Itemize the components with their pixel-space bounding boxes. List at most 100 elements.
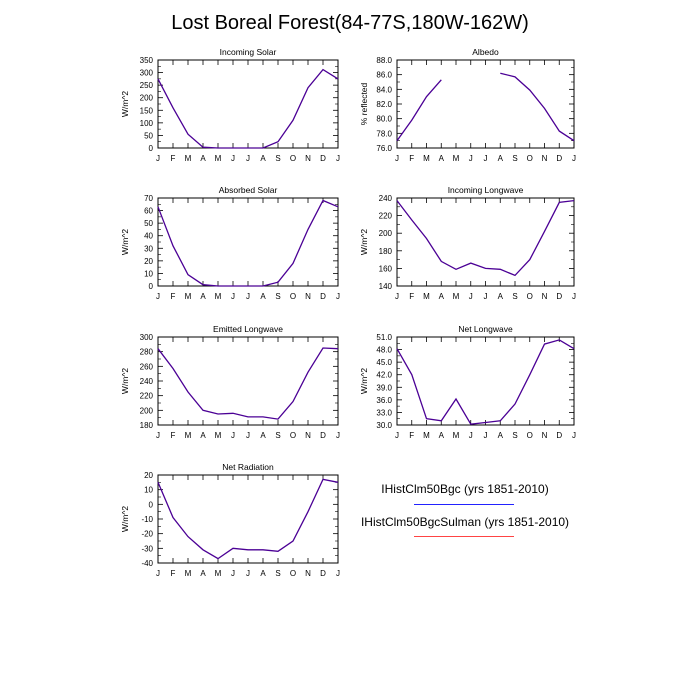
x-tick-label: M [185,431,192,440]
x-tick-label: J [156,292,160,301]
x-tick-label: F [171,431,176,440]
y-tick-label: 10 [144,269,153,278]
y-tick-label: 42.0 [376,371,392,380]
x-tick-label: D [320,154,326,163]
x-tick-label: J [572,431,576,440]
y-tick-label: 20 [144,471,153,480]
y-axis-label: % reflected [359,82,369,125]
x-tick-label: F [409,292,414,301]
x-tick-label: M [185,292,192,301]
x-tick-label: F [171,569,176,578]
y-axis-label: W/m^2 [120,368,130,394]
y-tick-label: -10 [141,515,153,524]
y-tick-label: 0 [149,144,154,153]
x-tick-label: O [290,569,296,578]
x-tick-label: A [200,431,206,440]
x-tick-label: F [171,292,176,301]
x-tick-label: S [275,569,280,578]
legend-label-2: IHistClm50BgcSulman (yrs 1851-2010) [360,515,570,529]
x-tick-label: M [215,154,222,163]
panel-title: Absorbed Solar [219,185,278,195]
x-tick-label: S [512,154,517,163]
x-tick-label: M [453,292,460,301]
y-tick-label: 140 [379,282,393,291]
x-tick-label: A [498,431,504,440]
x-tick-label: A [498,154,504,163]
plot-frame [157,197,339,287]
y-tick-label: 0 [149,282,154,291]
x-tick-label: J [156,431,160,440]
plot-frame [396,59,575,149]
panel-title: Net Radiation [222,462,274,472]
y-tick-label: 180 [379,247,393,256]
x-tick-label: M [423,431,430,440]
y-tick-label: -30 [141,544,153,553]
series-line [396,79,442,142]
series-line [500,72,575,142]
y-tick-label: 300 [140,69,154,78]
y-tick-label: 50 [144,131,153,140]
x-tick-label: J [469,431,473,440]
x-tick-label: N [305,569,311,578]
x-tick-label: A [200,154,206,163]
x-tick-label: J [246,431,250,440]
x-tick-label: J [469,154,473,163]
x-tick-label: O [290,431,296,440]
series-line [157,347,339,420]
x-tick-label: J [336,431,340,440]
y-tick-label: -40 [141,559,153,568]
x-tick-label: J [231,569,235,578]
x-tick-label: D [556,431,562,440]
y-tick-label: 200 [140,94,154,103]
x-tick-label: S [275,154,280,163]
x-tick-label: J [231,431,235,440]
y-tick-label: 160 [379,264,393,273]
x-tick-label: J [336,292,340,301]
x-tick-label: N [542,431,548,440]
x-tick-label: J [246,292,250,301]
x-tick-label: O [527,292,533,301]
series-line [396,339,575,425]
x-tick-label: M [423,292,430,301]
x-tick-label: D [320,569,326,578]
x-tick-label: J [246,154,250,163]
x-tick-label: M [185,154,192,163]
y-tick-label: 84.0 [376,85,392,94]
x-tick-label: S [275,431,280,440]
y-axis-label: W/m^2 [359,229,369,255]
x-tick-label: M [423,154,430,163]
x-tick-label: N [305,431,311,440]
x-tick-label: J [484,431,488,440]
x-tick-label: A [260,154,266,163]
legend-line-1 [414,504,514,505]
y-tick-label: 33.0 [376,408,392,417]
plot-frame [157,59,339,149]
x-tick-label: J [395,292,399,301]
y-axis-label: W/m^2 [120,229,130,255]
y-tick-label: 150 [140,106,154,115]
plot-frame [157,336,339,426]
x-tick-label: M [453,431,460,440]
y-tick-label: 80.0 [376,115,392,124]
y-tick-label: 60 [144,207,153,216]
x-tick-label: S [275,292,280,301]
y-tick-label: 40 [144,232,153,241]
y-tick-label: 76.0 [376,144,392,153]
x-tick-label: J [395,431,399,440]
x-tick-label: S [512,292,517,301]
y-tick-label: 51.0 [376,333,392,342]
x-tick-label: J [336,154,340,163]
panel-title: Emitted Longwave [213,324,283,334]
y-tick-label: 200 [140,406,154,415]
y-tick-label: 88.0 [376,56,392,65]
panel-title: Net Longwave [458,324,513,334]
y-tick-label: 220 [140,392,154,401]
x-tick-label: D [556,154,562,163]
series-line [157,478,339,560]
x-tick-label: J [484,154,488,163]
panel-title: Albedo [472,47,499,57]
